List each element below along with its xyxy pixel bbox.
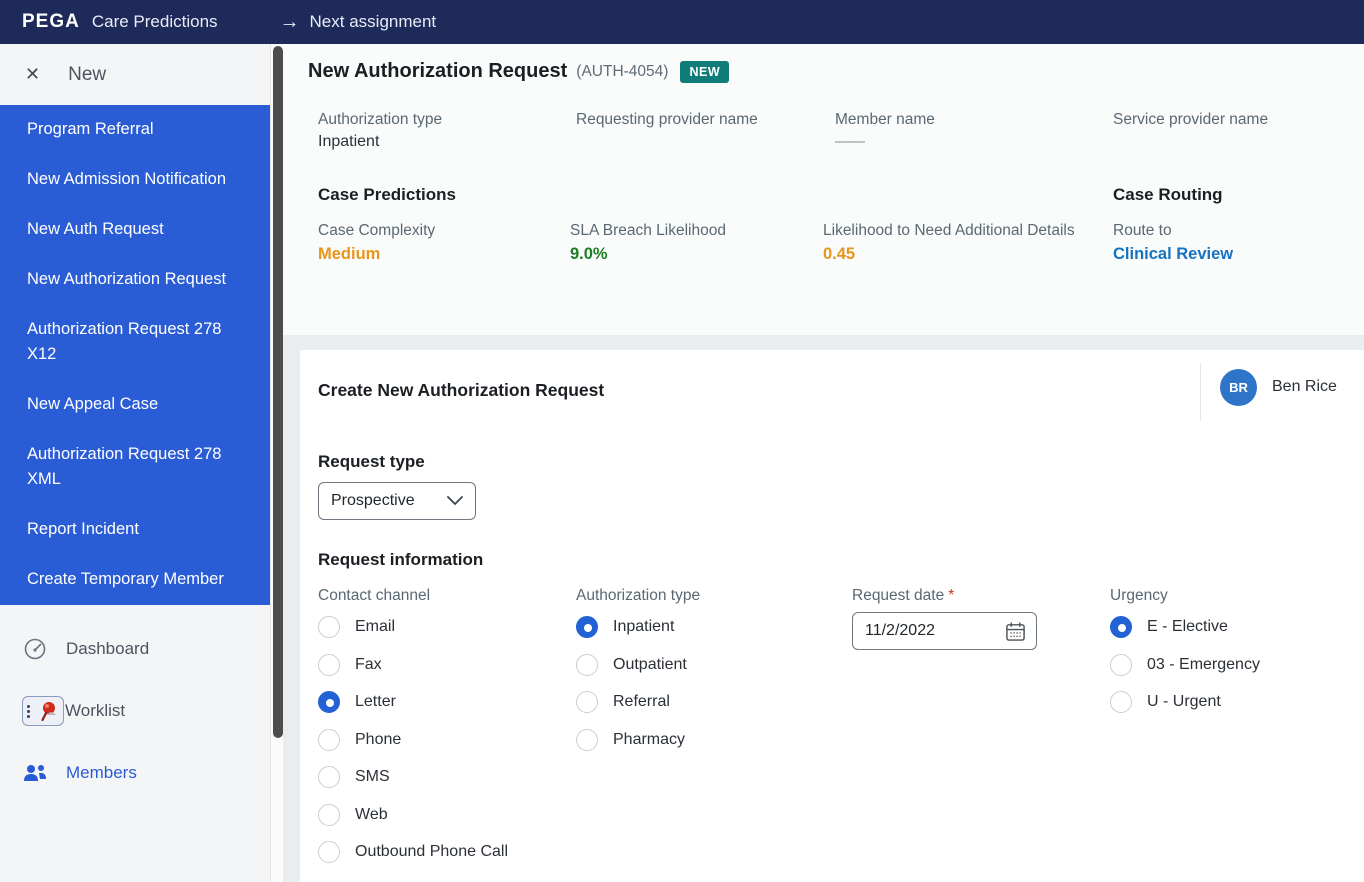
pega-logo: PEGA: [22, 11, 80, 32]
radio-option[interactable]: Web: [318, 803, 508, 826]
request-date-value: 11/2/2022: [865, 622, 935, 639]
radio-option[interactable]: Outbound Phone Call: [318, 841, 508, 863]
prediction-additional-details: Likelihood to Need Additional Details 0.…: [823, 222, 1075, 263]
sidebar-item-dashboard[interactable]: Dashboard: [0, 618, 270, 680]
radio-button-icon[interactable]: [576, 653, 598, 676]
radio-button-icon[interactable]: [576, 691, 598, 713]
radio-button-icon[interactable]: [318, 841, 340, 863]
sidebar-item[interactable]: Authorization Request 278 XML: [27, 445, 222, 488]
worklist-pin-icon: [22, 696, 64, 726]
sidebar-item[interactable]: New Auth Request: [27, 220, 164, 238]
summary-field-member-name: Member name ——: [835, 111, 935, 150]
radio-option[interactable]: Phone: [318, 728, 508, 751]
sidebar-scrollbar-thumb[interactable]: [272, 46, 283, 738]
worklist-label: Worklist: [65, 701, 126, 720]
dashboard-gauge-icon: [22, 636, 48, 662]
new-case-menu: Program Referral New Admission Notificat…: [0, 105, 270, 605]
urgency-radio-group: E - Elective 03 - Emergency U - Urgent: [1110, 616, 1260, 729]
request-information-title: Request information: [318, 550, 484, 569]
prediction-case-complexity: Case Complexity Medium: [318, 222, 436, 263]
radio-option[interactable]: Fax: [318, 653, 508, 676]
top-app-bar: PEGA Care Predictions → Next assignment: [0, 0, 1364, 44]
sidebar-header: ✕ New: [0, 44, 270, 105]
summary-field-requesting-provider: Requesting provider name: [576, 111, 758, 128]
case-predictions-title: Case Predictions: [318, 185, 456, 204]
dashboard-label: Dashboard: [66, 639, 150, 658]
radio-button-icon[interactable]: [1110, 691, 1132, 713]
avatar: BR: [1220, 369, 1257, 406]
radio-button-icon[interactable]: [318, 766, 340, 788]
contact-channel-radio-group: Email Fax Letter Phone: [318, 616, 508, 879]
required-asterisk: *: [948, 587, 955, 604]
radio-option[interactable]: Inpatient: [576, 616, 687, 638]
chevron-down-icon: [447, 496, 463, 506]
sidebar-item[interactable]: New Appeal Case: [27, 395, 159, 413]
contact-channel-label: Contact channel: [318, 587, 431, 604]
request-date-label: Request date *: [852, 587, 955, 604]
summary-field-authorization-type: Authorization type Inpatient: [318, 111, 443, 150]
sidebar-footer: Dashboard Worklist Members: [0, 605, 270, 804]
radio-option[interactable]: 03 - Emergency: [1110, 653, 1260, 676]
sidebar-item-members[interactable]: Members: [0, 742, 270, 804]
case-routing-title: Case Routing: [1113, 185, 1223, 204]
sidebar-item-worklist[interactable]: Worklist: [0, 680, 270, 742]
sidebar-item[interactable]: Program Referral: [27, 120, 154, 138]
sidebar-item[interactable]: Report Incident: [27, 520, 139, 538]
status-badge: NEW: [680, 60, 730, 83]
radio-button-icon[interactable]: [576, 728, 598, 751]
radio-button-icon[interactable]: [318, 803, 340, 826]
radio-option[interactable]: Pharmacy: [576, 728, 687, 751]
request-type-value: Prospective: [331, 492, 415, 509]
route-to-link[interactable]: Clinical Review: [1113, 245, 1234, 263]
case-id: (AUTH-4054): [576, 62, 669, 80]
create-request-card: Create New Authorization Request BR Ben …: [300, 350, 1364, 882]
authorization-type-label: Authorization type: [576, 587, 701, 604]
radio-option[interactable]: Referral: [576, 691, 687, 713]
members-people-icon: [22, 760, 48, 786]
case-summary-banner: New Authorization Request (AUTH-4054) NE…: [283, 44, 1364, 335]
sidebar-item[interactable]: Authorization Request 278 X12: [27, 320, 222, 363]
radio-button-icon[interactable]: [318, 616, 340, 638]
assignee-name: Ben Rice: [1272, 378, 1337, 395]
next-assignment-arrow-icon[interactable]: →: [279, 10, 300, 33]
page-title: New Authorization Request: [308, 60, 568, 82]
radio-option[interactable]: Email: [318, 616, 508, 638]
radio-option[interactable]: E - Elective: [1110, 616, 1260, 638]
calendar-icon[interactable]: [1005, 621, 1026, 642]
app-title: Care Predictions: [91, 12, 218, 31]
case-title-row: New Authorization Request (AUTH-4054) NE…: [308, 60, 730, 83]
divider: [1200, 363, 1201, 421]
radio-button-icon[interactable]: [1110, 616, 1132, 638]
next-assignment-button[interactable]: Next assignment: [309, 12, 437, 31]
prediction-sla-breach: SLA Breach Likelihood 9.0%: [570, 222, 726, 263]
sidebar: ✕ New Program Referral New Admission Not…: [0, 44, 270, 882]
case-routing-block: Route to Clinical Review: [1113, 222, 1234, 263]
radio-button-icon[interactable]: [1110, 653, 1132, 676]
request-type-label: Request type: [318, 452, 425, 471]
radio-option[interactable]: Outpatient: [576, 653, 687, 676]
radio-option[interactable]: Letter: [318, 691, 508, 713]
sidebar-scrollbar-track[interactable]: [270, 44, 283, 882]
request-type-select[interactable]: Prospective: [318, 482, 476, 520]
radio-button-icon[interactable]: [318, 691, 340, 713]
radio-option[interactable]: U - Urgent: [1110, 691, 1260, 713]
authorization-type-radio-group: Inpatient Outpatient Referral Pharmacy: [576, 616, 687, 766]
form-title: Create New Authorization Request: [318, 380, 605, 400]
close-icon[interactable]: ✕: [25, 64, 41, 84]
radio-button-icon[interactable]: [318, 728, 340, 751]
sidebar-title: New: [68, 63, 107, 85]
radio-option[interactable]: SMS: [318, 766, 508, 788]
members-label: Members: [66, 763, 137, 782]
request-date-input[interactable]: 11/2/2022: [852, 612, 1037, 650]
radio-button-icon[interactable]: [318, 653, 340, 676]
radio-button-icon[interactable]: [576, 616, 598, 638]
sidebar-item[interactable]: Create Temporary Member: [27, 570, 224, 588]
sidebar-item[interactable]: New Authorization Request: [27, 270, 227, 288]
summary-field-service-provider: Service provider name: [1113, 111, 1269, 128]
sidebar-item[interactable]: New Admission Notification: [27, 170, 226, 188]
urgency-label: Urgency: [1110, 587, 1168, 604]
main-content: New Authorization Request (AUTH-4054) NE…: [283, 44, 1364, 882]
